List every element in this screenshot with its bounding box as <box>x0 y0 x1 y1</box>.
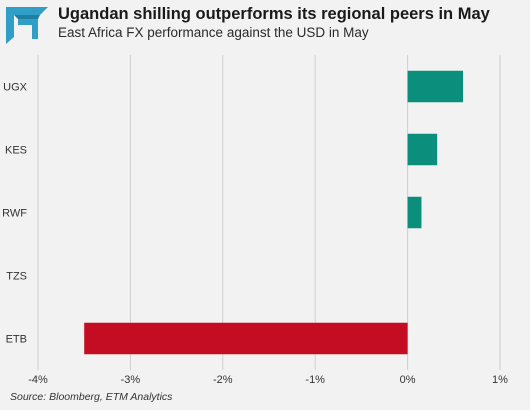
bar-rwf <box>407 196 422 229</box>
y-category-label: ETB <box>6 334 27 346</box>
y-category-label: RWF <box>2 208 27 220</box>
source-note: Source: Bloomberg, ETM Analytics <box>10 391 173 403</box>
etm-analytics-logo-icon <box>6 7 48 44</box>
chart-subtitle: East Africa FX performance against the U… <box>58 25 369 40</box>
bar-chart: -4% -3% -2% -1% 0% 1% UGX KES RWF TZS ETB <box>2 55 508 386</box>
x-tick-label: -2% <box>213 374 233 386</box>
x-tick-label: 0% <box>400 374 416 386</box>
y-category-label: KES <box>5 145 27 157</box>
chart-header: Ugandan shilling outperforms its regiona… <box>0 0 530 52</box>
y-category-label: TZS <box>6 271 27 283</box>
chart-title: Ugandan shilling outperforms its regiona… <box>58 5 490 23</box>
x-tick-label: -4% <box>28 374 48 386</box>
bar-etb <box>84 322 408 355</box>
x-tick-label: 1% <box>492 374 508 386</box>
x-tick-label: -1% <box>305 374 325 386</box>
y-category-label: UGX <box>3 82 28 94</box>
bar-ugx <box>407 70 464 103</box>
bar-kes <box>407 133 438 166</box>
x-tick-label: -3% <box>121 374 141 386</box>
